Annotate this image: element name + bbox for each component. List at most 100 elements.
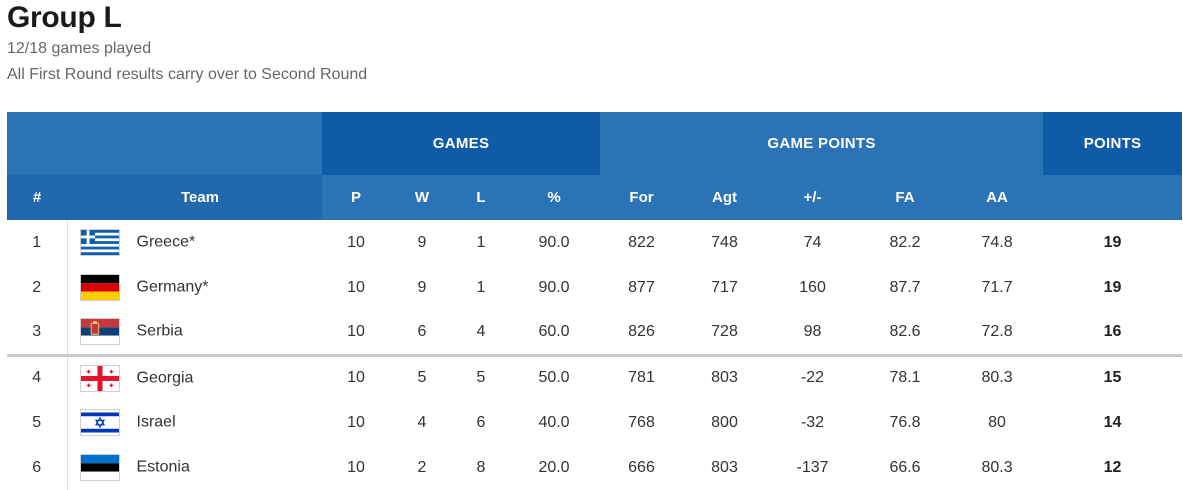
group-header-blank [7,112,322,175]
wins-cell: 2 [417,458,427,476]
losses-cell: 4 [476,322,486,340]
played-cell: 10 [347,458,365,476]
team-cell[interactable]: Germany* [67,265,322,310]
diff-cell: -22 [766,353,860,400]
played-cell: 10 [347,278,365,296]
col-header-pct[interactable]: % [508,175,601,220]
col-header-for[interactable]: For [600,175,684,220]
group-header-row: GAMES GAME POINTS POINTS [7,112,1183,175]
col-header-p[interactable]: P [322,175,390,220]
for-cell: 768 [628,413,655,431]
georgia-flag-icon [79,364,120,392]
table-row: 5 Israel 10 4 6 40.0 768 800 -32 7 [7,400,1182,445]
aa-cell: 80.3 [951,353,1044,400]
agt-cell: 748 [711,233,738,251]
col-header-agt[interactable]: Agt [683,175,767,220]
wins-cell: 9 [417,233,427,251]
points-cell: 12 [1103,458,1122,476]
aa-cell: 74.8 [981,233,1013,251]
col-header-team[interactable]: Team [67,175,322,220]
losses-cell: 8 [476,458,486,476]
pct-cell: 90.0 [538,233,570,251]
table-row: 6 Estonia 10 2 8 20.0 666 803 -137 66.6 … [7,445,1182,490]
agt-cell: 728 [711,322,738,340]
aa-cell: 71.7 [981,278,1013,296]
diff-cell: 160 [799,278,826,296]
agt-cell: 800 [711,413,738,431]
table-row: 4 Georgia [7,353,1183,400]
rank-cell: 3 [7,310,68,355]
points-cell: 19 [1103,233,1122,251]
col-header-l[interactable]: L [454,175,508,220]
rank-cell: 4 [7,353,68,400]
pct-cell: 60.0 [538,322,570,340]
played-cell: 10 [322,353,390,400]
col-header-aa[interactable]: AA [951,175,1044,220]
column-header-row: # Team P W L % For Agt +/- FA AA [7,175,1183,220]
diff-cell: -32 [800,413,825,431]
team-name[interactable]: Israel [136,413,176,431]
table-row: 1 Greece* 10 9 1 90 [7,220,1182,265]
diff-cell: -137 [796,458,829,476]
group-header-games: GAMES [322,112,601,175]
team-cell[interactable]: Georgia [67,353,322,400]
fa-cell: 82.2 [889,233,921,251]
carry-over-note: All First Round results carry over to Se… [7,66,368,83]
played-cell: 10 [347,233,365,251]
col-header-fa[interactable]: FA [859,175,952,220]
diff-cell: 74 [803,233,822,251]
pct-cell: 40.0 [538,413,570,431]
points-cell: 15 [1043,353,1183,400]
team-name[interactable]: Estonia [136,458,190,476]
germany-flag-icon [79,274,120,301]
team-cell[interactable]: Greece* [67,220,322,265]
diff-cell: 98 [803,322,822,340]
aa-cell: 80 [988,413,1006,431]
table-row: 3 Serbia 10 6 4 60.0 826 728 98 82 [7,310,1182,355]
col-header-points [1043,175,1183,220]
games-played-text: 12/18 games played [7,40,152,57]
team-name[interactable]: Georgia [136,369,194,387]
losses-cell: 5 [454,353,508,400]
aa-cell: 72.8 [981,322,1013,340]
table-row: 2 Germany* 10 9 1 90.0 877 717 160 87.7 … [7,265,1182,310]
israel-flag-icon [79,409,120,436]
serbia-flag-icon [79,318,120,346]
points-cell: 16 [1103,322,1122,340]
wins-cell: 4 [417,413,427,431]
losses-cell: 6 [476,413,486,431]
wins-cell: 5 [390,353,454,400]
played-cell: 10 [347,413,365,431]
wins-cell: 9 [417,278,427,296]
team-cell[interactable]: Serbia [67,310,322,355]
team-name[interactable]: Serbia [136,322,183,340]
pct-cell: 90.0 [538,278,570,296]
team-cell[interactable]: Estonia [67,445,322,490]
points-cell: 14 [1103,413,1122,431]
rank-cell: 6 [7,445,68,490]
rank-cell: 1 [7,220,68,265]
col-header-w[interactable]: W [390,175,454,220]
col-header-pos[interactable]: # [7,175,67,220]
estonia-flag-icon [79,454,120,481]
losses-cell: 1 [476,278,486,296]
group-header-game-points: GAME POINTS [600,112,1044,175]
team-name[interactable]: Germany* [136,278,209,296]
rank-cell: 2 [7,265,68,310]
for-cell: 826 [628,322,655,340]
standings-table: GAMES GAME POINTS POINTS # Team P W L % … [7,112,1183,490]
aa-cell: 80.3 [981,458,1013,476]
page-title: Group L [7,1,122,34]
pct-cell: 50.0 [508,353,601,400]
agt-cell: 803 [711,458,738,476]
agt-cell: 803 [683,353,767,400]
for-cell: 781 [600,353,684,400]
team-cell[interactable]: Israel [67,400,322,445]
greece-flag-icon [79,229,120,256]
col-header-diff[interactable]: +/- [766,175,860,220]
for-cell: 666 [628,458,655,476]
fa-cell: 76.8 [889,413,921,431]
team-name[interactable]: Greece* [136,233,196,251]
agt-cell: 717 [711,278,738,296]
fa-cell: 82.6 [889,322,921,340]
